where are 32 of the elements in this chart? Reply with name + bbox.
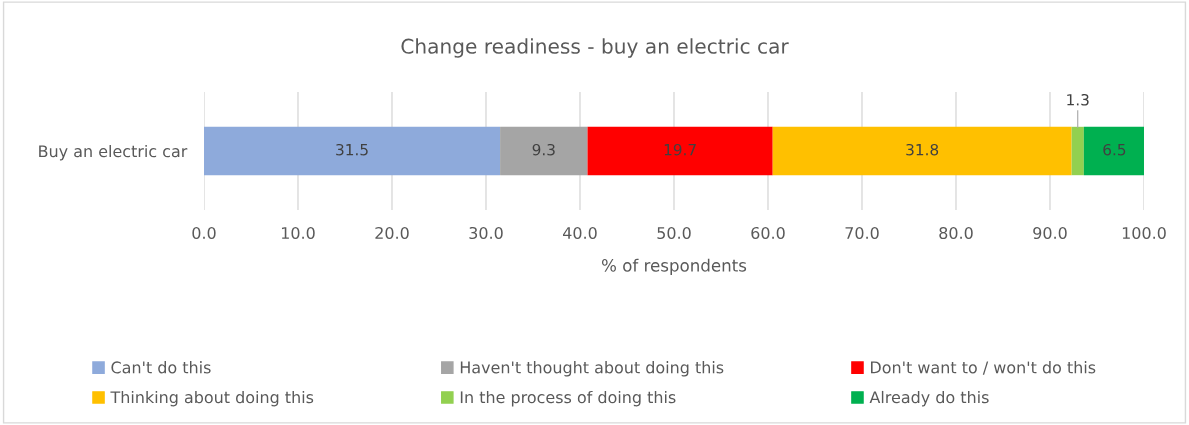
bar [204, 126, 501, 176]
x-tick-label: 40.0 [563, 226, 597, 240]
bar [587, 126, 773, 176]
data-label: 31.5 [336, 143, 368, 156]
y-tick-label: Buy an electric car [39, 144, 188, 161]
legend-label: Can't do this [111, 361, 211, 374]
data-label: 19.7 [664, 143, 696, 156]
legend-label: Already do this [869, 390, 989, 407]
bar [500, 126, 588, 176]
data-label: 31.8 [906, 143, 939, 156]
x-tick-label: 90.0 [1033, 226, 1067, 240]
x-tick-label: 100.0 [1122, 226, 1166, 240]
x-tick-label: 80.0 [939, 226, 973, 240]
x-axis-title: % of respondents [601, 258, 747, 275]
bar [1071, 126, 1084, 176]
bar [1083, 126, 1144, 176]
data-label: 6.5 [1103, 143, 1126, 156]
legend-label: Don't want to / won't do this [871, 361, 1096, 375]
x-tick-label: 50.0 [657, 226, 691, 240]
legend-label: Thinking about doing this [110, 390, 314, 407]
x-tick-label: 20.0 [375, 226, 409, 240]
bar [772, 126, 1072, 176]
data-label: 1.3 [1067, 94, 1089, 106]
x-tick-label: 70.0 [845, 226, 879, 240]
x-tick-label: 10.0 [281, 226, 315, 240]
legend-label: In the process of doing this [460, 390, 676, 407]
x-tick-label: 60.0 [751, 226, 785, 240]
chart-title: Change readiness - buy an electric car [401, 38, 789, 58]
x-tick-label: 0.0 [192, 226, 216, 240]
data-label: 9.3 [532, 143, 555, 156]
legend-label: Haven't thought about doing this [460, 361, 724, 377]
x-tick-label: 30.0 [469, 226, 503, 240]
